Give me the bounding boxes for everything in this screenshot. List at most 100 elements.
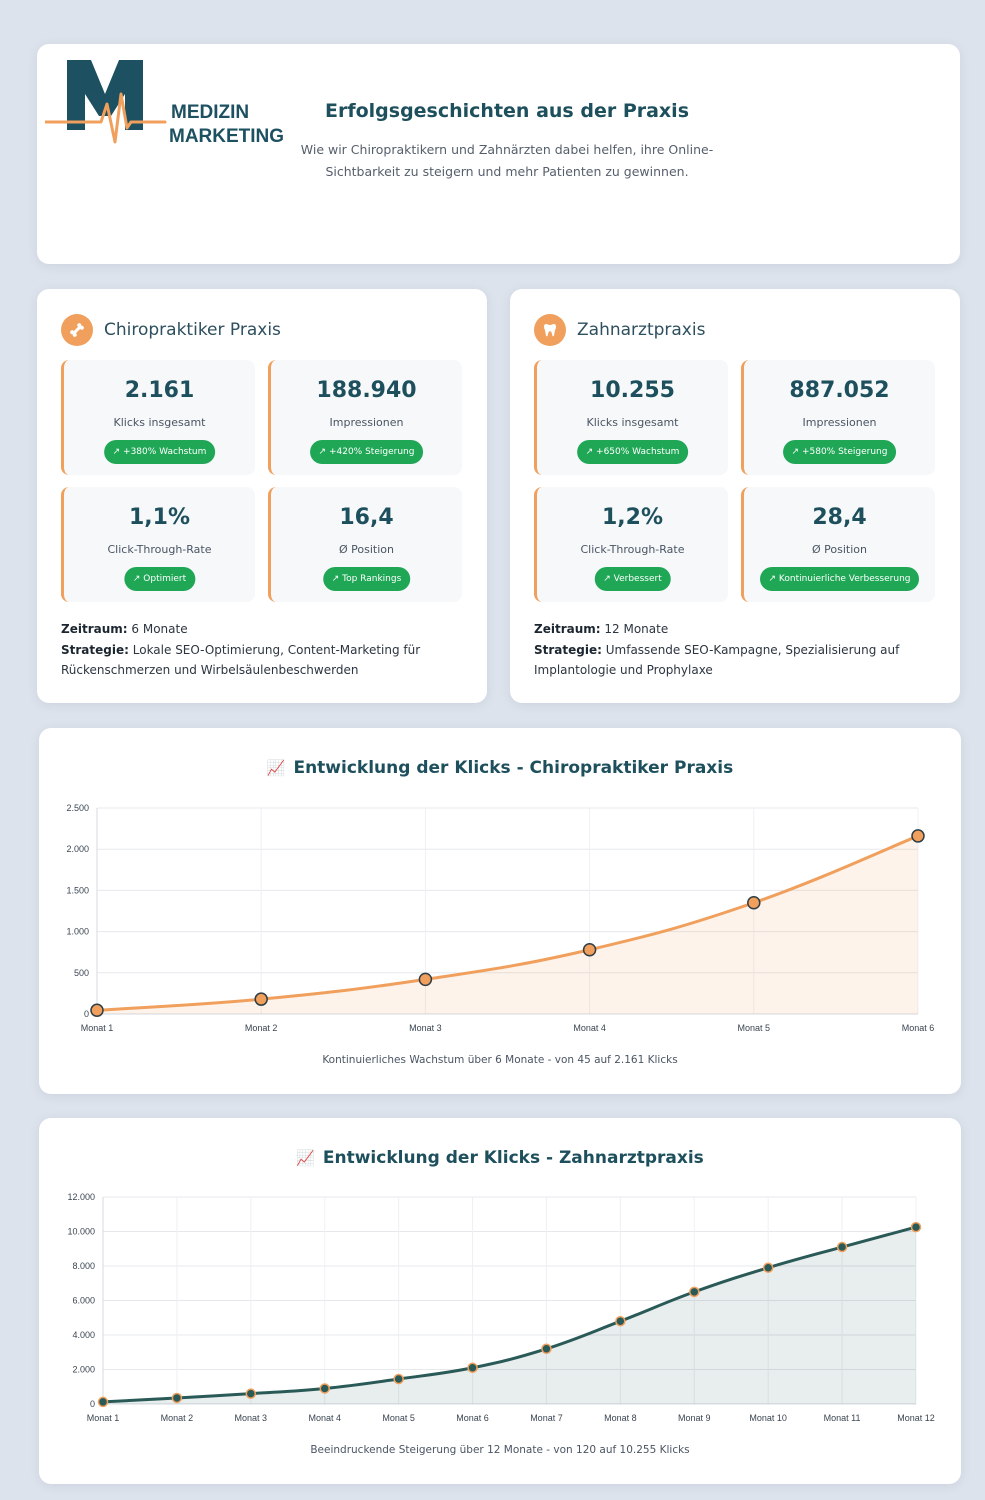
chart-caption: Kontinuierliches Wachstum über 6 Monate … — [322, 1054, 678, 1066]
x-tick-label: Monat 3 — [235, 1413, 268, 1423]
x-tick-label: Monat 11 — [824, 1413, 861, 1423]
data-point[interactable] — [393, 1373, 404, 1385]
metric-badge: ↗ Optimiert — [123, 567, 196, 591]
data-point[interactable] — [762, 1262, 774, 1273]
data-point[interactable] — [582, 942, 597, 957]
y-tick-label: 500 — [74, 968, 89, 978]
metric-label: Impressionen — [329, 416, 404, 429]
zeitraum-label: Zeitraum: — [61, 622, 128, 636]
strategie-label: Strategie: — [61, 642, 129, 657]
chart-trend-icon: 📈 — [296, 1149, 315, 1167]
page-subtitle: Wie wir Chiropraktikern und Zahnärzten d… — [300, 142, 714, 179]
x-tick-label: Monat 2 — [245, 1023, 278, 1033]
chart-card-chiropraktiker: 0 500 1.000 1.500 2.000 2.500 Monat 1 Monat 2 Mo… — [39, 728, 961, 1094]
data-point[interactable] — [910, 1221, 922, 1233]
zeitraum-value: 12 Monate — [604, 622, 669, 636]
y-tick-label: 2.500 — [66, 803, 89, 813]
strategie-value: Umfassende SEO-Kampagne, Spezialisierung… — [534, 642, 900, 678]
y-tick-label: 12.000 — [67, 1192, 95, 1202]
case-info: Zeitraum: 6 Monate Strategie: Lokale SEO… — [61, 619, 471, 681]
chart-chiropraktiker: 0 500 1.000 1.500 2.000 2.500 Monat 1 Monat 2 Mo… — [66, 803, 935, 1033]
x-tick-label: Monat 5 — [382, 1413, 415, 1423]
y-tick-label: 2.000 — [72, 1365, 95, 1375]
chart-zahnarzt: 0 2.000 4.000 6.000 8.000 10.000 12.000 Monat 1… — [67, 1192, 934, 1423]
data-point[interactable] — [747, 896, 761, 910]
data-point[interactable] — [615, 1315, 626, 1327]
metric-value: 1,2% — [601, 505, 663, 530]
series-area — [97, 835, 918, 1014]
metric-badge: ↗ Top Rankings — [322, 567, 411, 591]
metric-value: 28,4 — [812, 505, 867, 530]
metric-badge: ↗ Kontinuierliche Verbesserung — [759, 567, 920, 591]
y-tick-label: 4.000 — [72, 1330, 95, 1340]
brand-line1: MEDIZIN — [171, 102, 249, 123]
y-tick-label: 10.000 — [67, 1227, 95, 1237]
data-point[interactable] — [254, 992, 268, 1006]
metric-impressionen: 887.052 Impressionen ↗ +580% Steigerung — [741, 360, 935, 475]
metric-value: 2.161 — [124, 378, 195, 403]
data-point[interactable] — [836, 1241, 848, 1253]
zeitraum-row: Zeitraum: 12 Monate — [534, 619, 944, 640]
data-point[interactable] — [689, 1286, 700, 1298]
case-card-chiropraktiker: Chiropraktiker Praxis 2.161 Klicks insge… — [37, 289, 487, 703]
data-point[interactable] — [541, 1343, 552, 1355]
data-point[interactable] — [97, 1396, 109, 1408]
metric-label: Click-Through-Rate — [107, 543, 212, 556]
x-tick-label: Monat 6 — [456, 1413, 489, 1423]
case-card-zahnarzt: Zahnarztpraxis 10.255 Klicks insgesamt ↗… — [510, 289, 960, 703]
data-point[interactable] — [319, 1383, 330, 1394]
metric-label: Klicks insgesamt — [586, 416, 679, 429]
metric-klicks: 2.161 Klicks insgesamt ↗ +380% Wachstum — [61, 360, 255, 475]
metric-label: Klicks insgesamt — [113, 416, 206, 429]
y-tick-label: 0 — [90, 1399, 95, 1409]
metric-ctr: 1,2% Click-Through-Rate ↗ Verbessert — [534, 487, 728, 602]
data-point[interactable] — [418, 972, 433, 987]
y-tick-label: 8.000 — [72, 1261, 95, 1271]
metric-label: Impressionen — [802, 416, 877, 429]
x-tick-label: Monat 3 — [409, 1023, 442, 1033]
chart-title: 📈 Entwicklung der Klicks - Chiropraktiker… — [39, 758, 961, 778]
data-point[interactable] — [911, 829, 925, 843]
y-tick-label: 0 — [84, 1009, 89, 1019]
series-line — [102, 1225, 917, 1404]
x-tick-label: Monat 4 — [573, 1023, 606, 1033]
strategie-value: Lokale SEO-Optimierung, Content-Marketin… — [61, 642, 421, 678]
y-tick-label: 2.000 — [66, 844, 89, 854]
x-tick-label: Monat 5 — [738, 1023, 771, 1033]
case-title: Chiropraktiker Praxis — [104, 320, 281, 340]
metric-badge: ↗ +380% Wachstum — [103, 440, 216, 464]
y-tick-label: 1.500 — [66, 885, 89, 895]
metric-value: 16,4 — [339, 505, 394, 530]
medizin-marketing-logo: MEDIZIN MARKETING — [45, 60, 284, 147]
data-point[interactable] — [90, 1003, 104, 1018]
chart-title-text: Entwicklung der Klicks - Chiropraktiker … — [293, 758, 734, 778]
data-point[interactable] — [467, 1362, 478, 1374]
metric-position: 16,4 Ø Position ↗ Top Rankings — [268, 487, 462, 602]
x-tick-label: Monat 1 — [87, 1413, 120, 1423]
strategie-row: Strategie: Umfassende SEO-Kampagne, Spez… — [534, 640, 944, 681]
metric-impressionen: 188.940 Impressionen ↗ +420% Steigerung — [268, 360, 462, 475]
metric-badge: ↗ +580% Steigerung — [782, 440, 897, 464]
chart-caption: Beeindruckende Steigerung über 12 Monate… — [310, 1444, 690, 1456]
x-tick-label: Monat 2 — [161, 1413, 194, 1423]
tooth-icon — [534, 314, 566, 346]
x-tick-label: Monat 8 — [604, 1413, 637, 1423]
metric-position: 28,4 Ø Position ↗ Kontinuierliche Verbes… — [741, 487, 935, 602]
chart-title: 📈 Entwicklung der Klicks - Zahnarztpraxis — [39, 1148, 961, 1168]
zeitraum-value: 6 Monate — [131, 622, 188, 636]
metric-badge: ↗ Verbessert — [594, 567, 671, 591]
strategie-label: Strategie: — [534, 642, 602, 657]
metric-label: Click-Through-Rate — [580, 543, 685, 556]
metric-ctr: 1,1% Click-Through-Rate ↗ Optimiert — [61, 487, 255, 602]
metric-klicks: 10.255 Klicks insgesamt ↗ +650% Wachstum — [534, 360, 728, 475]
x-tick-label: Monat 10 — [749, 1413, 787, 1423]
strategie-row: Strategie: Lokale SEO-Optimierung, Conte… — [61, 640, 471, 681]
data-point[interactable] — [245, 1388, 257, 1399]
bone-icon — [61, 314, 93, 346]
page-title: Erfolgsgeschichten aus der Praxis — [324, 100, 690, 122]
chart-title-text: Entwicklung der Klicks - Zahnarztpraxis — [322, 1148, 704, 1168]
series-line — [96, 834, 919, 1012]
data-point[interactable] — [171, 1392, 183, 1404]
case-title: Zahnarztpraxis — [577, 320, 706, 340]
x-tick-label: Monat 6 — [902, 1023, 935, 1033]
